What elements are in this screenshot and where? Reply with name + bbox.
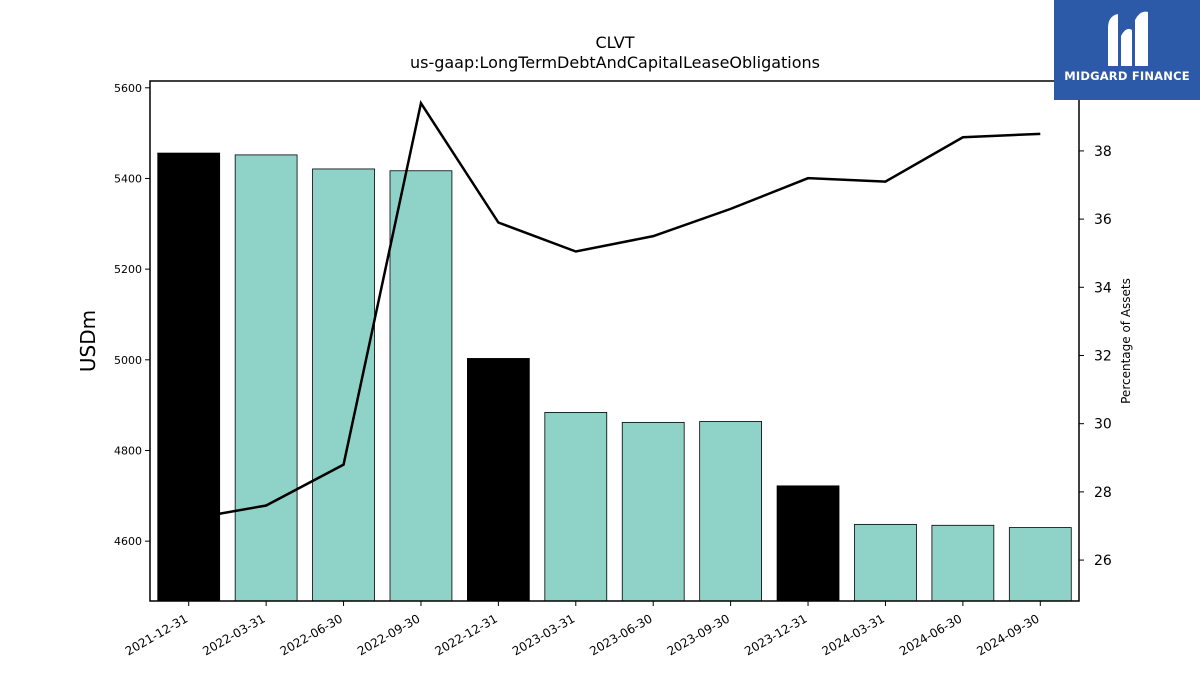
y-tick-label: 5400 bbox=[114, 172, 142, 185]
bar-2024-09-30 bbox=[1008, 527, 1072, 602]
y2-tick-label: 38 bbox=[1094, 144, 1112, 160]
bar-2022-06-30 bbox=[312, 168, 375, 602]
x-tick-label: 2023-03-31 bbox=[510, 611, 577, 658]
y-tick-label: 4600 bbox=[114, 535, 142, 548]
line-group bbox=[188, 99, 1041, 521]
y2-tick-label: 36 bbox=[1094, 212, 1112, 228]
bars-group bbox=[157, 152, 1072, 602]
x-tick-label: 2022-06-30 bbox=[278, 611, 345, 658]
bar-2023-03-31 bbox=[544, 412, 608, 602]
bar-2024-06-30 bbox=[931, 524, 995, 602]
y2-tick-label: 34 bbox=[1094, 280, 1112, 296]
x-tick-label: 2022-03-31 bbox=[200, 611, 267, 658]
x-tick-label: 2021-12-31 bbox=[123, 611, 190, 658]
y-tick-label: 5200 bbox=[114, 263, 142, 276]
x-tick-label: 2024-09-30 bbox=[974, 611, 1041, 658]
bar-2024-03-31 bbox=[854, 523, 917, 602]
y-axis-label: USDm bbox=[76, 310, 100, 372]
y-tick-label: 4800 bbox=[114, 444, 142, 457]
bar-2023-06-30 bbox=[621, 421, 685, 602]
logo-text: MIDGARD FINANCE bbox=[1064, 69, 1190, 83]
y-tick-label: 5600 bbox=[114, 82, 142, 95]
y2-axis-ticks: 26 28 30 32 34 36 38 bbox=[1079, 144, 1112, 569]
bar-2023-12-31 bbox=[776, 485, 840, 602]
x-axis-ticks: 2021-12-31 2022-03-31 2022-06-30 2022-09-30… bbox=[123, 601, 1042, 658]
x-tick-label: 2022-12-31 bbox=[432, 611, 499, 658]
bar-2022-09-30 bbox=[389, 170, 453, 602]
percentage-line bbox=[188, 99, 1041, 521]
plot-frame bbox=[149, 80, 1080, 602]
y2-tick-label: 28 bbox=[1094, 485, 1112, 501]
bar-2022-12-31 bbox=[467, 358, 530, 602]
x-tick-label: 2024-06-30 bbox=[897, 611, 964, 658]
midgard-finance-logo: MIDGARD FINANCE bbox=[1054, 0, 1200, 100]
x-tick-label: 2024-03-31 bbox=[820, 611, 887, 658]
y2-axis-label: Percentage of Assets bbox=[1119, 278, 1133, 404]
x-tick-label: 2022-09-30 bbox=[355, 611, 422, 658]
y-axis-ticks: 4600 4800 5000 5200 5400 5600 bbox=[114, 82, 150, 548]
bar-2021-12-31 bbox=[157, 152, 221, 602]
chart-title: CLVT bbox=[595, 33, 634, 52]
chart-subtitle: us-gaap:LongTermDebtAndCapitalLeaseOblig… bbox=[410, 53, 820, 72]
bar-2022-03-31 bbox=[234, 154, 298, 602]
x-tick-label: 2023-09-30 bbox=[665, 611, 732, 658]
y-tick-label: 5000 bbox=[114, 354, 142, 367]
logo-mark-icon bbox=[1108, 11, 1148, 66]
bar-2023-09-30 bbox=[699, 421, 762, 602]
y2-tick-label: 26 bbox=[1094, 553, 1112, 569]
x-tick-label: 2023-06-30 bbox=[587, 611, 654, 658]
x-tick-label: 2023-12-31 bbox=[742, 611, 809, 658]
y2-tick-label: 30 bbox=[1094, 417, 1112, 433]
y2-tick-label: 32 bbox=[1094, 348, 1112, 364]
